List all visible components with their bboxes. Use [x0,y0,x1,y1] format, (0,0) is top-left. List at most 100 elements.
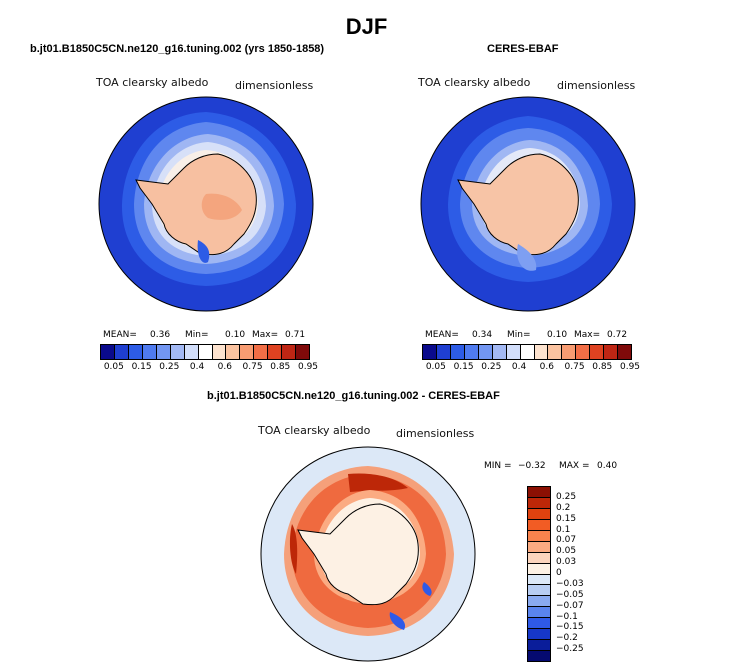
colorbar-swatch [528,640,550,652]
obs-mean-label: MEAN= [425,330,459,340]
colorbar-tick-label: 0.85 [270,362,291,372]
colorbar-swatch [506,345,521,359]
obs-max-label: Max= [574,330,601,340]
season-title: DJF [345,14,388,39]
obs-max-value: 0.72 [607,330,628,340]
colorbar-tick-label: 0.75 [564,362,585,372]
colorbar-swatch [170,345,185,359]
colorbar-swatch [528,497,550,509]
colorbar-tick-label: 0.05 [103,362,124,372]
colorbar-swatch [604,345,619,359]
colorbar-swatch [212,345,227,359]
diff-min-value: −0.32 [518,461,546,471]
diff-variable-label: TOA clearsky albedo [258,424,371,437]
colorbar-swatch [528,574,550,586]
colorbar-tick-label: −0.15 [556,622,584,633]
diff-panel-title: b.jt01.B1850C5CN.ne120_g16.tuning.002 - … [207,390,500,402]
colorbar-swatch [478,345,493,359]
colorbar-tick-label: −0.05 [556,589,584,600]
obs-panel-title: CERES-EBAF [487,43,559,55]
colorbar-tick-label: 0.4 [189,362,205,372]
colorbar-swatch [492,345,507,359]
colorbar-swatch [528,508,550,520]
obs-polar-map [420,96,636,312]
model-mean-label: MEAN= [103,330,137,340]
colorbar-swatch [142,345,157,359]
diff-max-value: 0.40 [597,461,618,471]
colorbar-tick-label: 0.75 [242,362,263,372]
colorbar-tick-label: −0.03 [556,578,584,589]
obs-mean-value: 0.34 [472,330,493,340]
colorbar-swatch [528,607,550,619]
colorbar-tick-label: 0.25 [481,362,502,372]
colorbar-tick-label: 0.07 [556,535,577,546]
colorbar-swatch [618,345,632,359]
colorbar-swatch [528,552,550,564]
colorbar-swatch [528,585,550,597]
colorbar-swatch [128,345,143,359]
colorbar-tick-label: 0.03 [556,557,577,568]
colorbar-swatch [528,541,550,553]
colorbar-swatch [528,651,550,661]
model-min-label: Min= [185,330,209,340]
obs-variable-label: TOA clearsky albedo [418,76,531,89]
model-max-label: Max= [252,330,279,340]
model-max-value: 0.71 [285,330,306,340]
colorbar-swatch [268,345,283,359]
diff-max-label: MAX = [559,461,590,471]
model-polar-map [98,96,314,312]
colorbar-swatch [528,519,550,531]
colorbar-swatch [562,345,577,359]
colorbar-swatch [184,345,199,359]
model-mean-value: 0.36 [150,330,171,340]
colorbar-tick-label: 0.95 [619,362,641,372]
colorbar-swatch [101,345,115,359]
colorbar-swatch [528,629,550,641]
colorbar-swatch [528,563,550,575]
colorbar-tick-label: 0.15 [556,513,577,524]
colorbar-tick-label: 0 [556,568,562,578]
colorbar-swatch [156,345,171,359]
obs-units-label: dimensionless [557,79,636,92]
diff-min-label: MIN = [484,461,512,471]
colorbar-tick-label: 0.6 [217,362,232,372]
colorbar-swatch [114,345,129,359]
colorbar-swatch [520,345,535,359]
colorbar-tick-label: 0.25 [556,491,577,502]
colorbar-swatch [528,530,550,542]
diff-polar-map [260,446,476,662]
colorbar-swatch [464,345,479,359]
colorbar-swatch [534,345,549,359]
colorbar-tick-label: −0.07 [556,600,584,611]
colorbar-swatch [296,345,310,359]
colorbar-swatch [226,345,241,359]
colorbar-tick-label: 0.85 [592,362,613,372]
model-panel-title: b.jt01.B1850C5CN.ne120_g16.tuning.002 (y… [30,43,325,55]
colorbar-swatch [528,596,550,608]
colorbar-tick-label: 0.6 [539,362,554,372]
colorbar-tick-label: 0.15 [131,362,152,372]
colorbar-swatch [548,345,563,359]
colorbar-swatch [528,487,550,498]
model-colorbar [100,344,310,360]
obs-colorbar [422,344,632,360]
diff-colorbar [527,486,551,662]
obs-min-value: 0.10 [547,330,568,340]
colorbar-swatch [436,345,451,359]
colorbar-swatch [198,345,213,359]
colorbar-swatch [240,345,255,359]
colorbar-tick-label: 0.25 [159,362,180,372]
model-units-label: dimensionless [235,79,314,92]
colorbar-swatch [423,345,437,359]
colorbar-tick-label: 0.2 [556,502,571,513]
colorbar-tick-label: −0.1 [556,611,578,622]
colorbar-swatch [590,345,605,359]
colorbar-tick-label: −0.2 [556,633,578,644]
colorbar-swatch [254,345,269,359]
colorbar-tick-label: 0.15 [453,362,474,372]
colorbar-swatch [528,618,550,630]
colorbar-tick-label: 0.95 [297,362,319,372]
colorbar-tick-label: 0.1 [556,524,571,535]
obs-min-label: Min= [507,330,531,340]
colorbar-swatch [282,345,297,359]
